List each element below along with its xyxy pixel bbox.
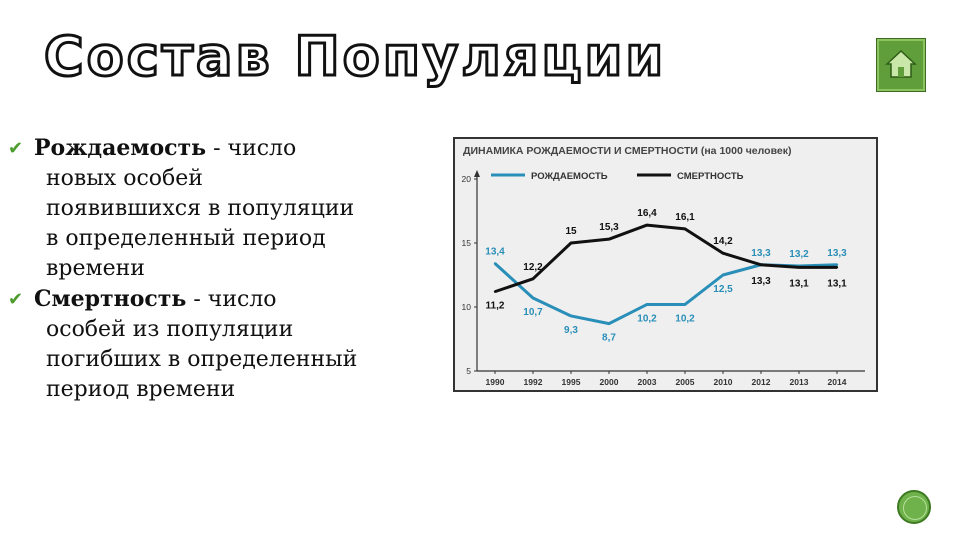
bullet-line: появившихся в популяции — [46, 196, 355, 221]
data-point-death — [493, 290, 497, 293]
y-axis-arrow — [474, 170, 480, 177]
term-birth-rate: Рождаемость — [34, 135, 207, 161]
checkmark-icon: ✔ — [8, 138, 24, 159]
data-point-death — [721, 252, 725, 255]
bullet-line: - число — [186, 287, 277, 312]
x-tick-label: 2005 — [676, 377, 695, 387]
data-point-birth — [645, 303, 649, 306]
chart-title: ДИНАМИКА РОЖДАЕМОСТИ И СМЕРТНОСТИ (на 10… — [463, 145, 792, 157]
data-label-death: 13,1 — [789, 278, 809, 289]
data-label-birth: 10,7 — [523, 307, 543, 318]
data-label-death: 13,1 — [827, 278, 847, 289]
data-point-death — [531, 277, 535, 281]
checkmark-icon: ✔ — [8, 289, 24, 310]
x-tick-label: 2003 — [638, 377, 657, 387]
data-label-death: 11,2 — [486, 301, 505, 312]
bullet-birth-rate: ✔ Рождаемость - число новых особей появи… — [8, 133, 388, 284]
slide-title: Состав Популяции — [42, 25, 667, 88]
x-tick-label: 2014 — [828, 377, 847, 387]
data-label-death: 16,1 — [675, 212, 695, 223]
y-tick-label: 20 — [462, 174, 472, 184]
data-label-death: 14,2 — [713, 236, 733, 247]
slide-number-badge — [897, 490, 931, 524]
data-label-birth: 10,2 — [637, 313, 657, 324]
data-label-death: 12,2 — [523, 262, 543, 273]
data-label-birth: 13,3 — [751, 248, 771, 259]
birth-death-chart: ДИНАМИКА РОЖДАЕМОСТИ И СМЕРТНОСТИ (на 10… — [462, 145, 865, 387]
data-point-death — [607, 237, 611, 241]
x-tick-label: 2000 — [600, 377, 619, 387]
x-tick-label: 2013 — [790, 377, 809, 387]
slide-body: ✔ Рождаемость - число новых особей появи… — [8, 133, 388, 405]
data-label-birth: 8,7 — [602, 333, 616, 344]
y-tick-label: 5 — [466, 366, 471, 376]
x-tick-label: 1992 — [524, 377, 543, 387]
data-point-birth — [607, 322, 611, 325]
chart-container: ДИНАМИКА РОЖДАЕМОСТИ И СМЕРТНОСТИ (на 10… — [453, 137, 878, 392]
data-point-death — [645, 223, 649, 227]
data-point-birth — [721, 273, 725, 277]
data-label-birth: 13,2 — [789, 249, 809, 260]
data-point-death — [797, 266, 801, 269]
data-point-birth — [493, 262, 497, 265]
legend-label-1: СМЕРТНОСТЬ — [677, 171, 744, 182]
data-point-death — [569, 241, 573, 245]
data-label-birth: 13,3 — [827, 248, 847, 259]
series-line-birth — [493, 262, 838, 326]
x-tick-label: 2012 — [752, 377, 771, 387]
data-point-death — [683, 227, 687, 231]
series-line-death — [494, 223, 837, 294]
data-label-birth: 9,3 — [564, 325, 578, 336]
bullet-death-rate: ✔ Смертность - число особей из популяции… — [8, 284, 388, 405]
x-tick-label: 1990 — [486, 377, 505, 387]
y-tick-label: 15 — [462, 238, 472, 248]
data-label-death: 15,3 — [599, 222, 619, 233]
data-point-death — [835, 266, 839, 269]
bullet-line: новых особей — [46, 166, 203, 191]
data-point-birth — [569, 314, 573, 318]
x-tick-label: 1995 — [562, 377, 581, 387]
data-point-birth — [683, 303, 687, 306]
bullet-line: - число — [206, 136, 297, 161]
data-label-death: 15 — [565, 226, 577, 237]
data-point-death — [759, 263, 763, 266]
x-tick-label: 2010 — [714, 377, 733, 387]
bullet-line: в определенный период — [46, 226, 326, 251]
data-label-birth: 10,2 — [675, 313, 695, 324]
bullet-line: особей из популяции — [46, 317, 294, 342]
data-label-death: 16,4 — [637, 208, 657, 219]
data-label-birth: 12,5 — [713, 284, 733, 295]
home-button[interactable] — [876, 38, 926, 92]
legend-label-0: РОЖДАЕМОСТЬ — [531, 171, 608, 182]
home-icon — [885, 49, 917, 78]
data-label-death: 13,3 — [751, 276, 771, 287]
data-point-birth — [531, 296, 535, 300]
y-tick-label: 10 — [462, 302, 472, 312]
bullet-line: времени — [46, 256, 145, 281]
data-point-birth — [835, 263, 839, 266]
bullet-line: погибших в определенный — [46, 347, 358, 372]
term-death-rate: Смертность — [34, 286, 187, 312]
bullet-line: период времени — [46, 377, 236, 402]
data-label-birth: 13,4 — [485, 246, 505, 257]
